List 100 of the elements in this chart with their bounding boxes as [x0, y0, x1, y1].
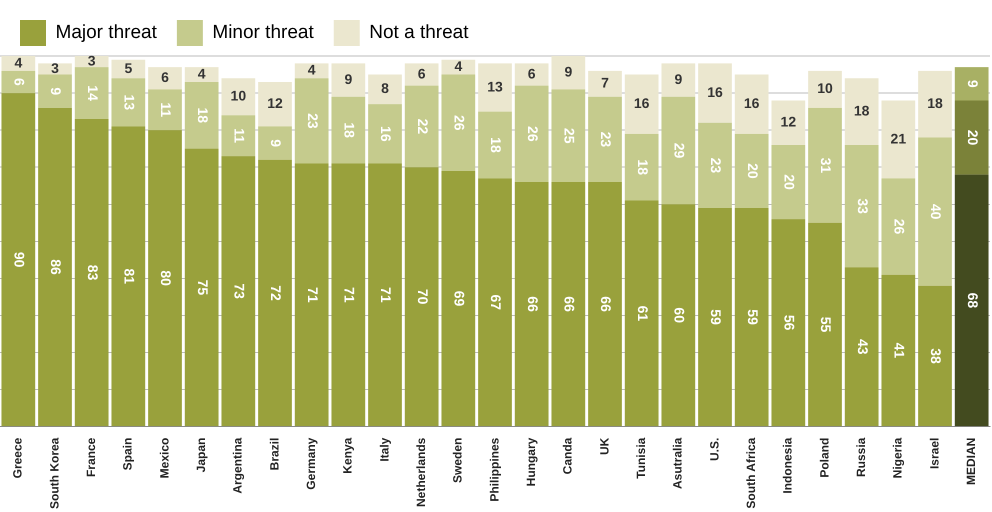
data-label: 18: [488, 137, 504, 153]
data-label: 81: [121, 268, 138, 284]
data-label: 7: [601, 74, 610, 91]
data-label: 26: [524, 126, 541, 142]
data-label: 43: [854, 338, 871, 355]
data-label: 41: [891, 342, 908, 358]
data-label: 75: [194, 280, 211, 296]
data-label: 20: [781, 174, 798, 190]
data-label: 23: [304, 113, 321, 129]
data-label: 6: [418, 65, 426, 82]
x-tick-label: Sweden: [450, 438, 465, 484]
data-label: 71: [304, 287, 321, 303]
legend-label: Major threat: [56, 22, 158, 44]
data-label: 70: [414, 288, 431, 305]
data-label: 86: [48, 259, 64, 276]
data-label: 56: [781, 314, 798, 331]
data-label: 66: [598, 296, 614, 312]
x-tick-label: Russia: [854, 437, 868, 478]
data-label: 18: [634, 159, 651, 176]
data-label: 16: [634, 95, 650, 112]
data-label: 23: [598, 132, 614, 148]
data-label: 59: [744, 309, 761, 326]
data-label: 21: [890, 130, 906, 146]
data-label: 9: [344, 70, 352, 87]
x-tick-label: Japan: [194, 438, 208, 472]
x-tick-label: Greece: [10, 437, 25, 478]
x-tick-label: Kenya: [340, 437, 355, 474]
data-label: 67: [488, 294, 504, 310]
data-label: 3: [51, 60, 60, 76]
data-label: 4: [308, 62, 316, 78]
data-label: 6: [528, 65, 536, 82]
x-tick-label: Hungary: [524, 437, 538, 486]
data-label: 69: [451, 290, 468, 307]
data-label: 60: [671, 307, 688, 324]
x-tick-label: Brazil: [267, 438, 282, 470]
data-label: 83: [84, 264, 101, 281]
data-label: 66: [524, 296, 541, 312]
data-label: 4: [14, 54, 22, 70]
data-label: 13: [121, 94, 138, 110]
data-label: 3: [88, 52, 96, 68]
x-tick-label: Nigeria: [890, 437, 905, 478]
data-label: 59: [708, 309, 724, 326]
data-label: 11: [158, 102, 174, 118]
data-label: 23: [708, 158, 724, 174]
data-label: 38: [928, 348, 944, 364]
data-label: 9: [48, 87, 64, 96]
data-label: 18: [194, 108, 211, 124]
data-label: 14: [84, 85, 101, 102]
data-label: 8: [381, 80, 390, 96]
data-label: 16: [744, 95, 760, 112]
data-label: 26: [451, 114, 468, 131]
data-label: 9: [674, 70, 682, 87]
x-tick-label: Italy: [377, 437, 392, 462]
data-label: 13: [487, 78, 503, 94]
data-label: 22: [414, 118, 431, 134]
data-label: 31: [818, 158, 834, 174]
x-tick-label: Tunisia: [634, 437, 648, 479]
data-label: 11: [231, 128, 248, 144]
data-label: 18: [927, 95, 943, 112]
data-label: 16: [378, 126, 394, 142]
legend-label: Not a threat: [369, 22, 470, 44]
data-label: 26: [891, 218, 908, 234]
data-label: 10: [230, 88, 246, 104]
data-label: 80: [158, 270, 174, 286]
data-label: 71: [378, 287, 394, 303]
data-label: 73: [231, 283, 248, 300]
x-tick-label: Israel: [927, 438, 942, 470]
data-label: 12: [267, 95, 283, 112]
x-tick-label: U.S.: [707, 438, 722, 462]
data-label: 10: [817, 80, 833, 96]
data-label: 40: [928, 204, 944, 220]
x-tick-label: South Africa: [744, 437, 758, 509]
data-label: 6: [11, 78, 28, 86]
data-label: 9: [564, 64, 572, 80]
x-tick-label: South Korea: [47, 437, 62, 510]
data-label: 9: [268, 139, 284, 148]
x-tick-label: Netherlands: [414, 437, 428, 508]
data-label: 20: [744, 163, 761, 179]
data-label: 90: [11, 252, 28, 268]
x-tick-label: UK: [597, 437, 612, 456]
data-label: 55: [818, 316, 834, 332]
data-label: 4: [454, 58, 462, 74]
data-label: 18: [341, 122, 358, 138]
data-label: 12: [780, 114, 796, 130]
data-label: 6: [161, 69, 170, 86]
data-label: 5: [124, 60, 132, 76]
legend-label: Minor threat: [212, 22, 314, 44]
x-tick-label: Spain: [120, 438, 135, 470]
x-tick-label: Germany: [304, 437, 318, 490]
x-tick-label: Poland: [817, 438, 832, 478]
data-label: 29: [671, 142, 688, 159]
x-tick-label: Asutralia: [670, 437, 685, 490]
data-label: 25: [561, 128, 578, 144]
data-label: 72: [268, 285, 284, 301]
x-tick-label: MEDIAN: [964, 438, 978, 486]
data-label: 16: [707, 84, 723, 100]
data-label: 9: [964, 80, 981, 88]
data-label: 61: [634, 306, 651, 322]
data-label: 68: [964, 292, 981, 308]
data-label: 71: [341, 287, 358, 303]
